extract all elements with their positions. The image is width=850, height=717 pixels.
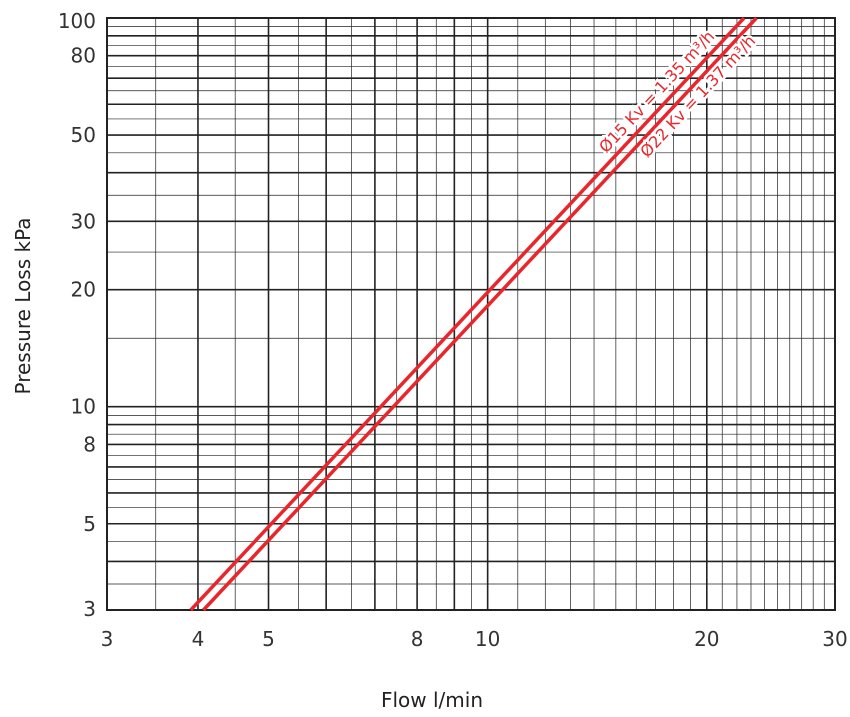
y-tick-label: 80 <box>71 44 96 68</box>
series-line <box>189 16 746 612</box>
y-tick-label: 3 <box>83 597 96 621</box>
y-tick-label: 30 <box>71 209 96 233</box>
x-tick-label: 20 <box>694 627 719 651</box>
y-tick-label: 20 <box>71 278 96 302</box>
plot-frame <box>106 17 836 611</box>
x-tick-label: 5 <box>262 627 275 651</box>
y-tick-label: 5 <box>83 512 96 536</box>
grid <box>106 17 836 611</box>
y-tick-label: 50 <box>71 123 96 147</box>
y-tick-label: 8 <box>83 432 96 456</box>
x-tick-label: 4 <box>192 627 205 651</box>
x-tick-label: 10 <box>475 627 500 651</box>
y-tick-label: 100 <box>58 9 96 33</box>
tick-labels: 3 4 5 8 10 20 30 3 5 8 10 20 30 50 80 100 <box>58 9 848 651</box>
series-line <box>202 16 758 612</box>
x-axis-label: Flow l/min <box>381 688 483 712</box>
y-axis-label: Pressure Loss kPa <box>11 218 35 395</box>
x-tick-label: 30 <box>822 627 847 651</box>
x-tick-label: 3 <box>101 627 114 651</box>
x-tick-label: 8 <box>411 627 424 651</box>
y-tick-label: 10 <box>71 395 96 419</box>
